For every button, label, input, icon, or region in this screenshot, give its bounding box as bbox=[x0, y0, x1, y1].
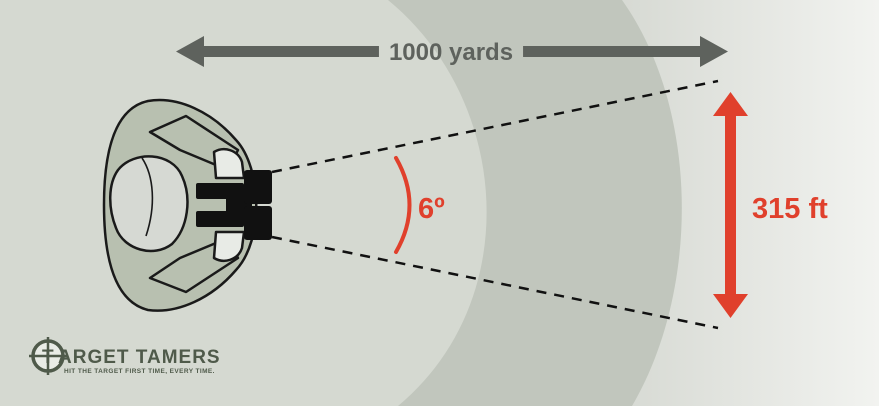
logo-name-rest: ARGET TAMERS bbox=[58, 347, 221, 368]
person-with-binoculars-icon bbox=[102, 98, 258, 312]
binoculars-barrel-upper bbox=[244, 170, 272, 204]
person-hand-upper bbox=[212, 148, 246, 180]
distance-label: 1000 yards bbox=[389, 39, 513, 66]
logo-tagline: HIT THE TARGET FIRST TIME, EVERY TIME. bbox=[64, 368, 215, 375]
fov-line-bottom bbox=[271, 235, 719, 330]
person-hand-lower bbox=[212, 230, 246, 262]
width-arrowhead-top bbox=[713, 92, 748, 116]
person-head bbox=[109, 155, 189, 253]
crosshair-logo-icon bbox=[29, 337, 67, 375]
distance-arrowhead-left bbox=[176, 36, 204, 67]
binoculars-barrel-lower bbox=[244, 206, 272, 240]
angle-label: 6º bbox=[418, 193, 445, 225]
target-tamers-logo: T ARGET TAMERS HIT THE TARGET FIRST TIME… bbox=[29, 337, 221, 375]
binoculars-icon bbox=[196, 170, 272, 240]
width-label: 315 ft bbox=[752, 193, 828, 225]
angle-arc bbox=[394, 156, 412, 254]
logo-name-initial: T bbox=[42, 347, 55, 368]
distance-arrow bbox=[176, 36, 728, 67]
distance-arrow-shaft-right bbox=[523, 46, 704, 57]
distance-arrow-shaft-left bbox=[198, 46, 379, 57]
width-arrowhead-bottom bbox=[713, 294, 748, 318]
fov-line-top bbox=[271, 79, 719, 174]
width-arrow-shaft bbox=[725, 113, 736, 297]
width-arrow bbox=[713, 92, 748, 318]
person-hair-line bbox=[141, 157, 154, 237]
distance-arrowhead-right bbox=[700, 36, 728, 67]
